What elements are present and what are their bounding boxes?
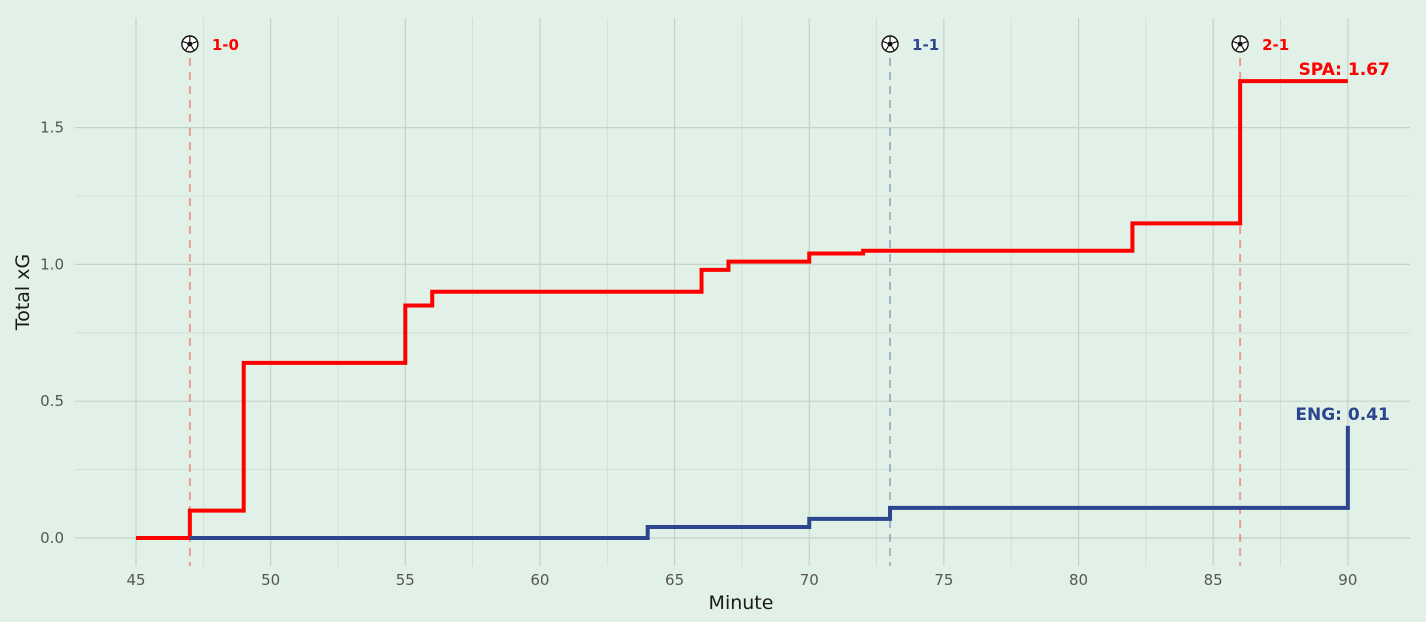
y-tick-label: 0.0 <box>40 529 64 547</box>
goal-markers: 1-0 1-1 2-1 <box>181 35 1289 566</box>
soccer-ball-seam <box>192 41 198 44</box>
soccer-ball-seam <box>882 41 888 44</box>
y-axis-title: Total xG <box>12 254 34 331</box>
x-tick-label: 50 <box>261 571 280 589</box>
x-tick-label: 60 <box>530 571 549 589</box>
goal-score-label: 1-0 <box>212 36 239 54</box>
soccer-ball-pentagon <box>887 41 893 47</box>
x-axis-title: Minute <box>709 592 774 614</box>
x-tick-label: 55 <box>396 571 415 589</box>
x-tick-label: 65 <box>665 571 684 589</box>
soccer-ball-icon <box>881 35 899 53</box>
soccer-ball-seam <box>891 46 895 51</box>
soccer-ball-seam <box>1235 46 1239 51</box>
series-line-eng <box>189 425 1350 540</box>
soccer-ball-seam <box>185 46 189 51</box>
series-end-label-spa: SPA: 1.67 <box>1299 60 1390 80</box>
series-lines: SPA: 1.67 ENG: 0.41 <box>136 60 1390 540</box>
y-tick-label: 1.5 <box>40 119 64 137</box>
y-tick-label: 0.5 <box>40 392 64 410</box>
soccer-ball-icon <box>1231 35 1249 53</box>
x-tick-label: 75 <box>934 571 953 589</box>
x-axis-ticks: 45 50 55 60 65 70 75 80 85 90 <box>126 571 1357 589</box>
x-tick-label: 80 <box>1069 571 1088 589</box>
x-tick-label: 90 <box>1338 571 1357 589</box>
x-tick-label: 70 <box>800 571 819 589</box>
soccer-ball-seam <box>885 46 889 51</box>
soccer-ball-seam <box>892 41 898 44</box>
y-tick-label: 1.0 <box>40 255 64 273</box>
y-axis-ticks: 0.0 0.5 1.0 1.5 <box>40 119 64 547</box>
soccer-ball-seam <box>182 41 188 44</box>
soccer-ball-pentagon <box>186 41 193 47</box>
soccer-ball-seam <box>1232 41 1238 44</box>
soccer-ball-pentagon <box>1237 41 1244 47</box>
goal-score-label: 2-1 <box>1262 36 1289 54</box>
goal-score-label: 1-1 <box>912 36 939 54</box>
x-tick-label: 45 <box>126 571 145 589</box>
grid-lines <box>75 18 1410 566</box>
x-tick-label: 85 <box>1204 571 1223 589</box>
soccer-ball-seam <box>1242 41 1248 44</box>
series-end-label-eng: ENG: 0.41 <box>1295 405 1389 425</box>
soccer-ball-seam <box>191 46 195 51</box>
soccer-ball-icon <box>181 35 199 53</box>
soccer-ball-seam <box>1241 46 1245 51</box>
series-line-spa <box>136 79 1348 540</box>
